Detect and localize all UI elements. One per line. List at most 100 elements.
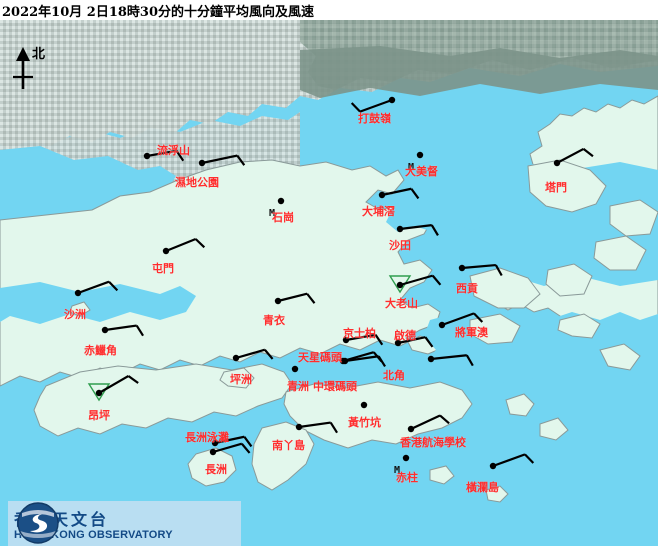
wind-station-marker [438, 312, 484, 329]
wind-station-marker [402, 454, 410, 462]
wind-barb-tick [439, 414, 450, 425]
north-label: 北 [32, 47, 46, 62]
wind-barb-tick [582, 148, 594, 158]
wind-station-marker [87, 375, 139, 402]
map-canvas: 打鼓嶺 流浮山 濕地公園 M 石崗 M 大美督 塔門 大埔滘 沙田 屯門 沙洲 赤鱲角 昂坪 青衣 大老山 西貢… [0, 20, 658, 546]
wind-barb-shaft [410, 414, 441, 430]
map-geography [0, 20, 658, 546]
station-label: 沙田 [389, 239, 411, 252]
wind-barb-tick [473, 312, 484, 323]
hko-logo-mark [17, 502, 59, 544]
wind-barb-shaft [77, 280, 110, 295]
station-label: 坪洲 [230, 373, 252, 386]
wind-barbs-layer [74, 96, 594, 470]
wind-barb-shaft [492, 453, 526, 468]
wind-station-marker [74, 280, 119, 297]
wind-barb-tick [108, 280, 119, 292]
wind-barb-shaft [342, 351, 375, 363]
station-label: 將軍澳 [455, 326, 488, 339]
station-label: 青洲 [287, 380, 309, 393]
wind-barb-tick [524, 453, 535, 464]
station-label: 沙洲 [64, 308, 86, 321]
wind-barb-tick [494, 264, 503, 277]
station-label: 濕地公園 [175, 176, 219, 189]
wind-barb-shaft [381, 187, 412, 197]
station-m-marker: M [394, 465, 401, 476]
station-label: 青衣 [263, 314, 285, 327]
station-label: 長洲泳灘 [185, 431, 229, 444]
station-label: 赤柱 [396, 471, 418, 484]
wind-barb-tick [431, 274, 442, 286]
station-label: 大老山 [385, 297, 418, 310]
wind-barb-tick [175, 150, 185, 162]
wind-station-marker [378, 187, 420, 200]
wind-station-marker [291, 365, 299, 373]
wind-station-marker [489, 453, 535, 470]
wind-station-marker [396, 224, 439, 236]
north-arrow: 北 [6, 45, 66, 93]
wind-barb-shaft [344, 355, 379, 363]
wind-station-marker [342, 333, 384, 346]
wind-station-marker [295, 421, 338, 434]
wind-barb-shaft [399, 274, 433, 287]
station-label: 香港航海學校 [400, 436, 466, 449]
wind-barb-tick [236, 154, 246, 166]
wind-barb-tick [263, 349, 274, 360]
station-label: 石崗 [272, 211, 294, 224]
title-bar: 2022年10月 2日18時30分的十分鐘平均風向及風速 [0, 0, 658, 20]
station-dot [360, 401, 368, 409]
wind-barb-tick [135, 324, 144, 337]
wind-station-marker [388, 274, 442, 294]
station-label: 流浮山 [157, 144, 190, 157]
wind-barb-shaft [146, 149, 177, 158]
station-dot [291, 365, 299, 373]
wind-barb-tick [410, 188, 420, 200]
station-m-marker: M [269, 208, 276, 219]
wind-barb-tick [372, 351, 383, 363]
station-label: 北角 [383, 369, 405, 382]
wind-station-marker [162, 237, 206, 255]
station-label: 西貢 [456, 282, 478, 295]
station-label: 啟德 [394, 329, 416, 342]
wind-barb-shaft [201, 154, 238, 165]
station-label: 黃竹坑 [348, 416, 381, 429]
wind-station-marker [339, 351, 383, 365]
wind-barb-shaft [461, 263, 496, 270]
hko-logo: 香港天文台 HONG KONG OBSERVATORY [8, 501, 241, 546]
station-dot [402, 454, 410, 462]
wind-station-marker [211, 435, 253, 448]
wind-station-marker [407, 414, 450, 433]
wind-barb-tick [430, 224, 439, 236]
wind-barb-shaft [212, 442, 243, 454]
station-label: 赤鱲角 [84, 344, 117, 357]
wind-barb-shaft [214, 435, 245, 445]
station-label: 大美督 [405, 165, 438, 178]
wind-barb-shaft [98, 375, 129, 394]
wind-barb-tick [240, 443, 251, 454]
wind-station-marker [277, 197, 285, 205]
wind-station-marker [101, 324, 144, 337]
wind-station-marker [458, 263, 503, 277]
wind-barb-shaft [441, 312, 475, 327]
wind-barb-shaft [430, 354, 467, 361]
wind-barb-tick [127, 375, 139, 384]
wind-barb-tick [465, 354, 474, 367]
elevated-station-triangle [87, 383, 111, 402]
wind-barb-tick [329, 421, 338, 434]
wind-barb-shaft [399, 224, 432, 231]
station-dot [277, 197, 285, 205]
wind-barb-tick [424, 336, 434, 348]
station-dot [416, 151, 424, 159]
wind-barb-tick [306, 293, 316, 304]
page-title: 2022年10月 2日18時30分的十分鐘平均風向及風速 [2, 5, 315, 20]
station-label: 南丫島 [272, 439, 305, 452]
wind-barb-shaft [165, 237, 197, 253]
wind-station-marker [553, 147, 594, 167]
wind-barb-shaft [235, 348, 266, 360]
wind-barb-tick [350, 102, 361, 113]
wind-barb-shaft [104, 324, 137, 332]
station-label: 橫瀾島 [466, 481, 499, 494]
station-label: 長洲 [205, 463, 227, 476]
wind-station-marker [427, 354, 474, 367]
